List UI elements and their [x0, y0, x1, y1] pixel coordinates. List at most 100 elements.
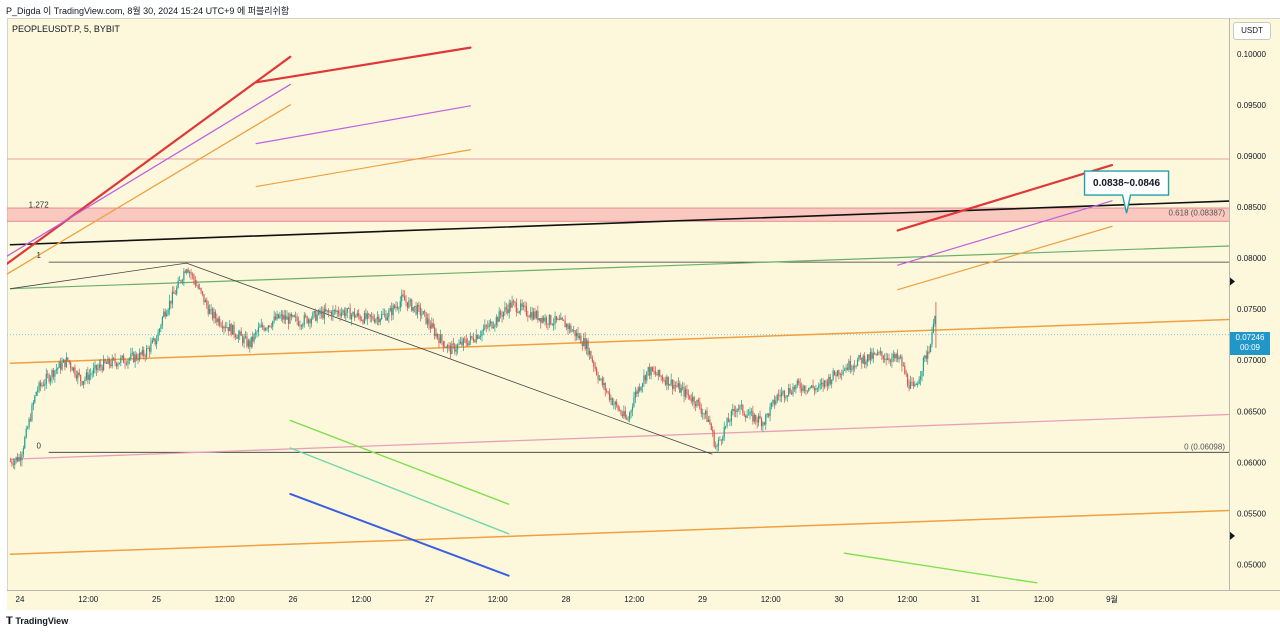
candle-body: [475, 335, 477, 342]
candle-body: [371, 316, 373, 318]
candle-body: [616, 401, 618, 406]
candle-body: [174, 293, 176, 295]
time-axis[interactable]: [7, 590, 1280, 611]
candle-body: [699, 402, 701, 409]
candle-body: [85, 372, 88, 379]
candle-body: [746, 415, 748, 418]
candle-body: [421, 314, 423, 316]
candle-body: [598, 378, 601, 380]
candle-body: [244, 336, 247, 338]
candle-body: [654, 371, 657, 375]
candle-body: [686, 389, 688, 395]
candle-body: [418, 304, 420, 307]
candle-body: [565, 324, 568, 328]
candle-body: [282, 314, 284, 320]
candle-body: [577, 332, 579, 338]
candle-body: [32, 402, 34, 406]
candle-body: [522, 305, 525, 307]
candle-body: [247, 340, 249, 347]
candle-body: [808, 387, 810, 392]
candle-body: [805, 390, 807, 392]
candle-body: [29, 418, 32, 421]
candle-body: [432, 323, 434, 328]
candle-body: [646, 371, 648, 381]
candle-body: [272, 321, 274, 327]
candle-body: [934, 316, 936, 324]
candle-body: [667, 376, 669, 386]
trend-line: [186, 262, 713, 455]
candle-body: [481, 330, 483, 336]
candle-body: [785, 396, 787, 398]
candle-body: [669, 384, 671, 386]
candle-body: [717, 439, 720, 446]
candle-body: [276, 314, 278, 320]
trend-line: [255, 149, 472, 188]
candle-body: [567, 324, 569, 329]
candle-body: [639, 387, 641, 391]
candle-body: [571, 330, 573, 332]
candle-body: [412, 307, 414, 311]
symbol-label[interactable]: PEOPLEUSDT.P, 5, BYBIT: [12, 24, 120, 34]
candle-body: [264, 328, 267, 331]
candle-body: [306, 316, 308, 324]
candle-body: [226, 327, 228, 328]
candle-body: [469, 336, 472, 341]
y-tick-label: 0.07500: [1237, 305, 1266, 314]
candle-body: [737, 408, 740, 410]
candle-body: [647, 367, 649, 372]
candle-body: [37, 390, 39, 392]
candle-body: [167, 309, 169, 314]
candle-body: [408, 300, 410, 308]
candle-body: [918, 379, 920, 385]
candle-body: [220, 325, 222, 327]
trend-line: [843, 552, 1038, 584]
candle-body: [18, 456, 20, 462]
price-axis[interactable]: [1229, 18, 1280, 591]
candle-body: [224, 326, 227, 328]
candle-body: [17, 457, 19, 462]
candle-body: [904, 365, 906, 374]
candle-body: [15, 457, 17, 461]
candle-body: [822, 382, 824, 387]
candle-body: [700, 408, 702, 414]
candle-body: [125, 363, 128, 365]
candle-body: [812, 385, 814, 388]
candle-body: [373, 319, 376, 323]
candle-body: [342, 310, 344, 313]
candle-body: [51, 370, 53, 378]
candle-body: [335, 309, 337, 312]
candle-body: [832, 370, 834, 380]
candle-body: [108, 358, 110, 365]
candle-body: [176, 287, 178, 295]
currency-unit-button[interactable]: USDT: [1233, 22, 1271, 40]
candle-body: [130, 353, 132, 359]
candle-body: [131, 352, 133, 354]
candle-body: [28, 418, 30, 428]
candle-body: [190, 272, 192, 275]
candle-body: [929, 344, 932, 353]
candle-body: [555, 316, 558, 320]
candle-body: [154, 338, 156, 345]
candle-body: [267, 325, 270, 329]
candle-body: [633, 397, 635, 407]
candle-body: [9, 461, 12, 463]
candle-body: [745, 415, 747, 418]
candle-body: [507, 309, 509, 314]
candle-body: [203, 294, 205, 303]
candle-body: [706, 410, 708, 422]
candle-body: [270, 326, 272, 328]
candle-body: [584, 338, 586, 349]
candle-body: [707, 419, 710, 422]
candle-body: [379, 319, 381, 323]
candle-body: [531, 312, 533, 320]
candle-body: [753, 414, 755, 422]
candle-body: [340, 312, 343, 316]
candle-body: [596, 368, 598, 375]
candle-body: [882, 355, 884, 360]
candle-body: [715, 446, 717, 448]
candle-body: [888, 358, 890, 361]
candle-body: [634, 391, 636, 398]
candle-body: [640, 386, 642, 391]
candle-body: [415, 305, 417, 315]
tradingview-logo[interactable]: 𝗧 TradingView: [6, 616, 68, 627]
